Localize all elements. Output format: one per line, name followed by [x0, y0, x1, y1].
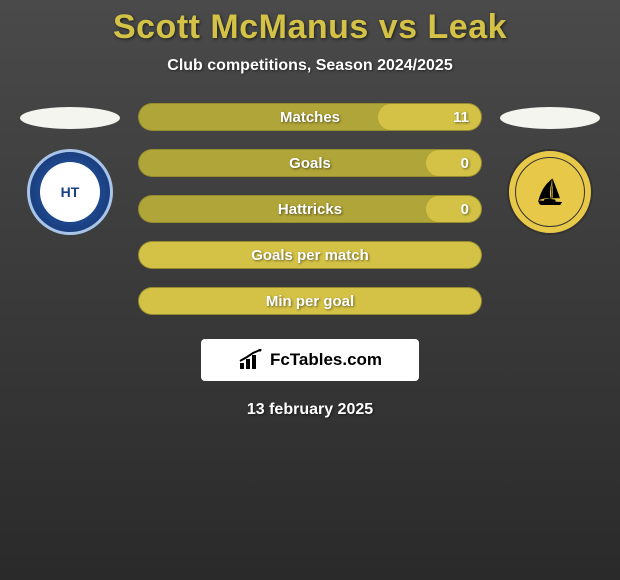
- stat-label: Min per goal: [266, 293, 354, 310]
- stat-fill: [426, 150, 481, 176]
- stat-bar-matches: Matches 11: [138, 103, 482, 131]
- left-column: HT: [20, 103, 120, 235]
- stat-fill: [426, 196, 481, 222]
- right-column: ⛵: [500, 103, 600, 235]
- left-oval-marker: [20, 107, 120, 129]
- stat-label: Hattricks: [278, 201, 342, 218]
- stat-bar-goals: Goals 0: [138, 149, 482, 177]
- stat-label: Goals: [289, 155, 331, 172]
- stat-value-right: 11: [453, 109, 469, 126]
- boston-united-crest: ⛵: [507, 149, 593, 235]
- stat-value-right: 0: [461, 155, 469, 172]
- stat-label: Goals per match: [251, 247, 369, 264]
- main-row: HT Matches 11 Goals 0 Hattricks 0 Goals per ma…: [0, 103, 620, 315]
- fctables-logo-box[interactable]: FcTables.com: [201, 339, 419, 381]
- subtitle: Club competitions, Season 2024/2025: [167, 57, 452, 75]
- crest-right-inner: ⛵: [515, 157, 585, 227]
- stat-label: Matches: [280, 109, 340, 126]
- chart-icon: [238, 349, 264, 371]
- stat-bar-goals-per-match: Goals per match: [138, 241, 482, 269]
- stat-bar-hattricks: Hattricks 0: [138, 195, 482, 223]
- crest-left-inner: HT: [40, 162, 100, 222]
- ship-icon: ⛵: [535, 178, 565, 207]
- halifax-town-crest: HT: [27, 149, 113, 235]
- page-title: Scott McManus vs Leak: [113, 8, 507, 47]
- stats-column: Matches 11 Goals 0 Hattricks 0 Goals per match…: [138, 103, 482, 315]
- right-oval-marker: [500, 107, 600, 129]
- logo-text: FcTables.com: [270, 350, 382, 370]
- stat-bar-min-per-goal: Min per goal: [138, 287, 482, 315]
- date-label: 13 february 2025: [247, 401, 373, 419]
- stat-value-right: 0: [461, 201, 469, 218]
